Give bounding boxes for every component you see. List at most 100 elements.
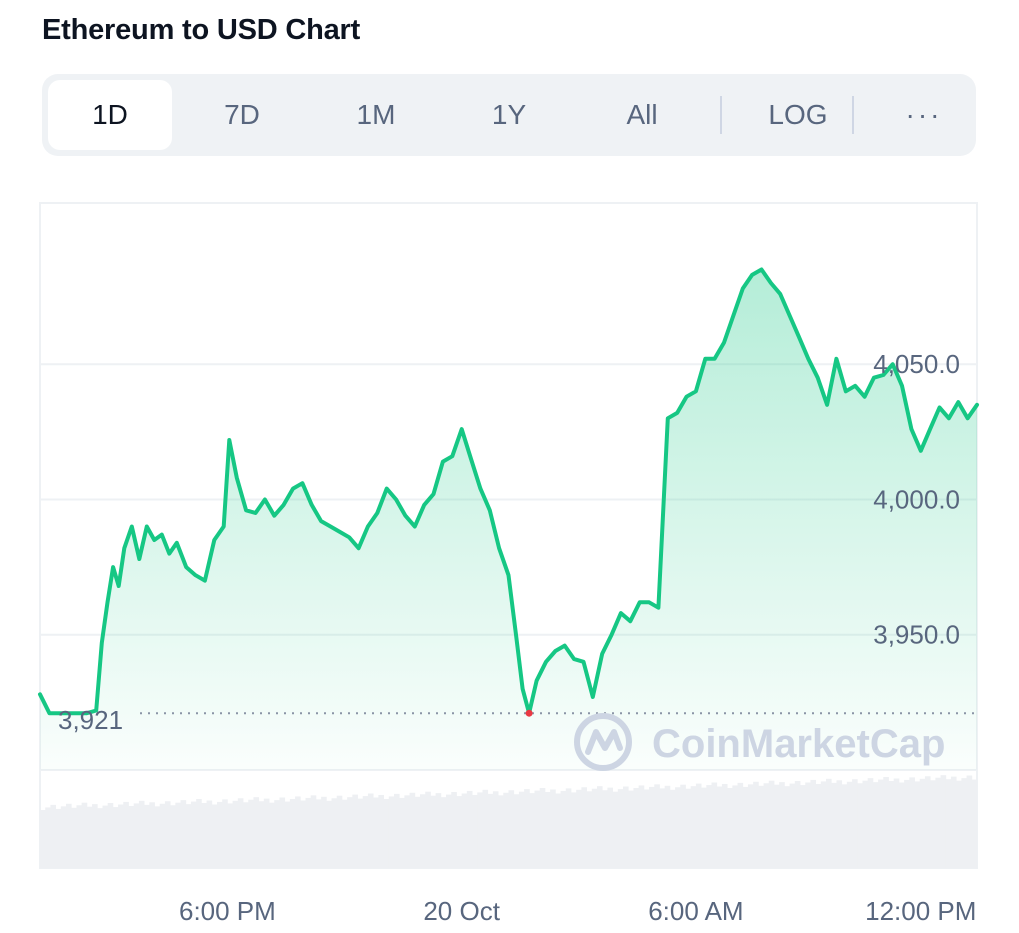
volume-bar [555,793,561,868]
price-area [40,269,977,770]
volume-bar [118,804,124,868]
volume-bar [138,800,145,868]
volume-bar [586,791,593,868]
volume-bar [347,797,353,868]
volume-bar [253,797,260,868]
watermark-text: CoinMarketCap [652,722,945,766]
volume-bar [852,779,858,868]
volume-bar [695,783,702,868]
volume-bar [45,807,51,868]
volume-bar [940,775,947,868]
volume-bar [336,795,343,868]
x-tick-label: 20 Oct [423,896,500,926]
volume-bar [732,785,738,868]
volume-bar [810,779,817,868]
tab-1y[interactable]: 1Y [491,99,527,130]
volume-bar [466,790,473,868]
low-marker [525,709,533,717]
tab-separator [852,96,854,134]
x-tick-label: 6:00 AM [648,896,743,926]
tab-1d[interactable]: 1D [48,80,172,150]
volume-bar [383,799,390,868]
volume-bar [789,783,796,868]
volume-bar [425,791,431,868]
volume-bar [112,807,119,868]
volume-bar [596,786,603,868]
volume-bar [883,777,889,868]
more-horizontal-icon[interactable]: ··· [905,99,943,130]
tab-7d[interactable]: 7D [224,99,260,130]
volume-bar [92,804,98,868]
volume-bar [487,793,494,868]
volume-bar [206,800,213,868]
tab-separator [720,96,722,134]
volume-bar [315,799,322,868]
volume-bar [321,796,327,868]
volume-bar [295,796,301,868]
volume-bar [560,790,567,868]
volume-bar [742,786,749,868]
x-tick-label: 12:00 PM [865,896,976,926]
volume-bar [170,805,176,868]
volume-bar [388,796,395,868]
volume-bar [451,792,457,868]
reference-label: 3,921 [58,705,123,735]
volume-bar [638,785,645,868]
volume-bar [607,787,614,868]
volume-bar [513,794,520,868]
volume-bar [763,783,770,868]
volume-bar [222,799,228,868]
volume-bar [508,790,515,868]
volume-bar [878,779,884,868]
volume-bar [86,806,93,868]
volume-bar [420,794,426,868]
volume-bar [768,780,775,868]
volume-bar [352,794,358,868]
volume-bar [675,787,681,868]
volume-bar [643,789,650,868]
tab-1m[interactable]: 1M [356,99,396,130]
volume-bar [779,782,785,868]
coinmarketcap-logo-icon [574,713,632,771]
volume-bar [414,796,421,868]
volume-bar [149,802,155,868]
volume-bar [201,803,207,868]
volume-bar [305,797,312,868]
volume-bar [956,780,962,868]
volume-bar [935,777,941,868]
volume-bar [357,798,364,868]
y-tick-label: 3,950.0 [873,620,960,650]
volume-bar [701,787,707,868]
volume-bar [706,785,712,868]
tab-all[interactable]: All [626,99,658,130]
y-tick-label: 4,050.0 [873,349,960,379]
volume-bar [628,790,634,868]
volume-bar [815,783,822,868]
volume-bar [211,804,218,868]
volume-bar [570,792,577,868]
volume-bar [904,779,910,868]
volume-bar [144,804,150,868]
volume-bar [826,778,832,868]
volume-bar [534,790,541,868]
volume-bar [685,788,692,868]
volume-bar [232,800,239,868]
volume-bar [482,789,489,868]
volume-bar [274,800,280,868]
volume-bar [841,784,848,868]
volume-bar [159,803,166,868]
volume-bar [680,784,686,868]
volume-bar [914,781,921,868]
volume-bar [565,788,572,868]
volume-bar [898,782,905,868]
log-scale-toggle[interactable]: LOG [768,99,828,130]
timeframe-tabbar: 1D 7D 1M 1Y All LOG ··· [42,74,976,156]
volume-bar [133,803,140,868]
volume-bar [612,791,619,868]
volume-bar [300,800,306,868]
volume-bar [477,792,483,868]
volume-bar [97,808,103,868]
volume-bar [623,786,629,868]
volume-bar [66,803,72,868]
